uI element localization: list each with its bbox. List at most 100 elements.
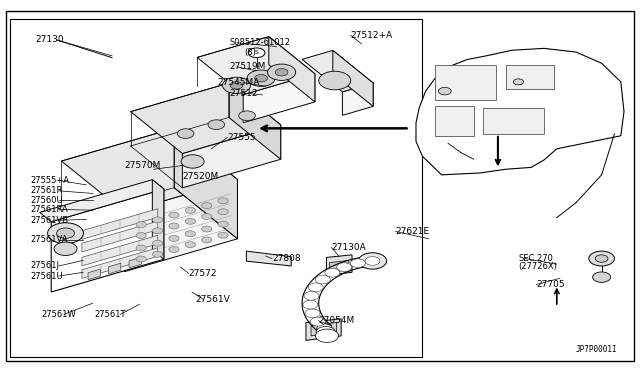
- Circle shape: [185, 218, 195, 224]
- Text: 27561R: 27561R: [31, 186, 63, 195]
- Circle shape: [185, 231, 195, 237]
- Polygon shape: [311, 323, 337, 336]
- Text: 27512: 27512: [229, 89, 258, 97]
- Polygon shape: [416, 48, 624, 175]
- Text: 27555: 27555: [227, 133, 256, 142]
- Polygon shape: [125, 179, 237, 272]
- Polygon shape: [40, 180, 164, 222]
- Circle shape: [589, 251, 614, 266]
- Circle shape: [595, 255, 608, 262]
- Circle shape: [152, 217, 163, 223]
- Bar: [483, 108, 544, 134]
- Circle shape: [358, 253, 387, 269]
- Polygon shape: [82, 209, 157, 239]
- Circle shape: [365, 257, 380, 265]
- Polygon shape: [306, 319, 341, 340]
- Text: 27561T: 27561T: [95, 310, 126, 319]
- Circle shape: [202, 237, 212, 243]
- Circle shape: [337, 263, 352, 272]
- Circle shape: [319, 71, 351, 90]
- Text: 27561W: 27561W: [42, 310, 76, 319]
- Circle shape: [325, 268, 340, 277]
- Circle shape: [185, 242, 195, 248]
- Text: 27621E: 27621E: [396, 227, 429, 236]
- Circle shape: [316, 327, 335, 338]
- Circle shape: [202, 214, 212, 219]
- Polygon shape: [88, 269, 100, 280]
- Polygon shape: [82, 248, 157, 278]
- Polygon shape: [82, 221, 157, 252]
- Circle shape: [185, 207, 195, 213]
- Circle shape: [136, 245, 147, 251]
- Text: S: S: [255, 50, 259, 55]
- Text: 27512+A: 27512+A: [351, 31, 393, 40]
- Circle shape: [169, 223, 179, 229]
- Text: 27545MA: 27545MA: [218, 78, 260, 87]
- Polygon shape: [326, 255, 352, 275]
- Circle shape: [136, 222, 147, 228]
- Circle shape: [239, 111, 255, 121]
- Text: 27570M: 27570M: [125, 161, 161, 170]
- Text: 27561RA: 27561RA: [31, 205, 68, 214]
- Circle shape: [316, 275, 330, 284]
- Circle shape: [317, 324, 332, 333]
- Polygon shape: [174, 128, 237, 239]
- Text: SEC.270: SEC.270: [518, 254, 553, 263]
- Polygon shape: [197, 36, 315, 94]
- Text: 27560U: 27560U: [31, 196, 63, 205]
- Circle shape: [152, 228, 163, 234]
- Circle shape: [303, 300, 318, 309]
- Text: 27130A: 27130A: [332, 243, 366, 252]
- Circle shape: [305, 309, 320, 318]
- Circle shape: [304, 292, 319, 300]
- Polygon shape: [131, 83, 281, 154]
- Polygon shape: [229, 83, 281, 159]
- Text: 27561VB: 27561VB: [31, 216, 69, 225]
- Circle shape: [47, 223, 83, 244]
- Text: 27561VA: 27561VA: [31, 235, 68, 244]
- Bar: [435, 106, 474, 136]
- Circle shape: [223, 77, 251, 93]
- Circle shape: [438, 87, 451, 95]
- Text: 27561U: 27561U: [31, 272, 63, 280]
- Text: 27572: 27572: [189, 269, 218, 278]
- Polygon shape: [61, 128, 237, 212]
- Polygon shape: [269, 36, 315, 102]
- Text: (8): (8): [244, 48, 257, 57]
- Polygon shape: [109, 263, 121, 274]
- Circle shape: [218, 198, 228, 204]
- Circle shape: [218, 209, 228, 215]
- Text: 27130: 27130: [35, 35, 64, 44]
- Polygon shape: [152, 180, 164, 259]
- Circle shape: [169, 212, 179, 218]
- Circle shape: [268, 64, 296, 80]
- Circle shape: [247, 70, 275, 86]
- Circle shape: [248, 48, 265, 58]
- Circle shape: [218, 232, 228, 238]
- Text: S08512-61012: S08512-61012: [229, 38, 290, 47]
- Circle shape: [56, 228, 74, 238]
- Circle shape: [230, 81, 243, 89]
- Text: 27054M: 27054M: [319, 316, 355, 325]
- Text: 27705: 27705: [536, 280, 565, 289]
- Circle shape: [513, 79, 524, 85]
- Circle shape: [152, 240, 163, 246]
- Text: 27561V: 27561V: [195, 295, 230, 304]
- Polygon shape: [129, 257, 141, 268]
- Circle shape: [169, 235, 179, 241]
- Circle shape: [218, 221, 228, 227]
- Bar: [435, 65, 496, 100]
- Circle shape: [152, 251, 163, 257]
- Polygon shape: [302, 50, 373, 92]
- Text: 27555+A: 27555+A: [31, 176, 70, 185]
- Bar: [506, 65, 554, 89]
- Text: 27561J: 27561J: [31, 262, 60, 270]
- Circle shape: [181, 155, 204, 168]
- Circle shape: [136, 232, 147, 238]
- Text: 27520M: 27520M: [182, 172, 219, 181]
- Circle shape: [593, 272, 611, 282]
- Text: 27519M: 27519M: [229, 62, 266, 71]
- Polygon shape: [182, 125, 281, 188]
- Text: JP7P0001I: JP7P0001I: [576, 345, 618, 354]
- Circle shape: [202, 226, 212, 232]
